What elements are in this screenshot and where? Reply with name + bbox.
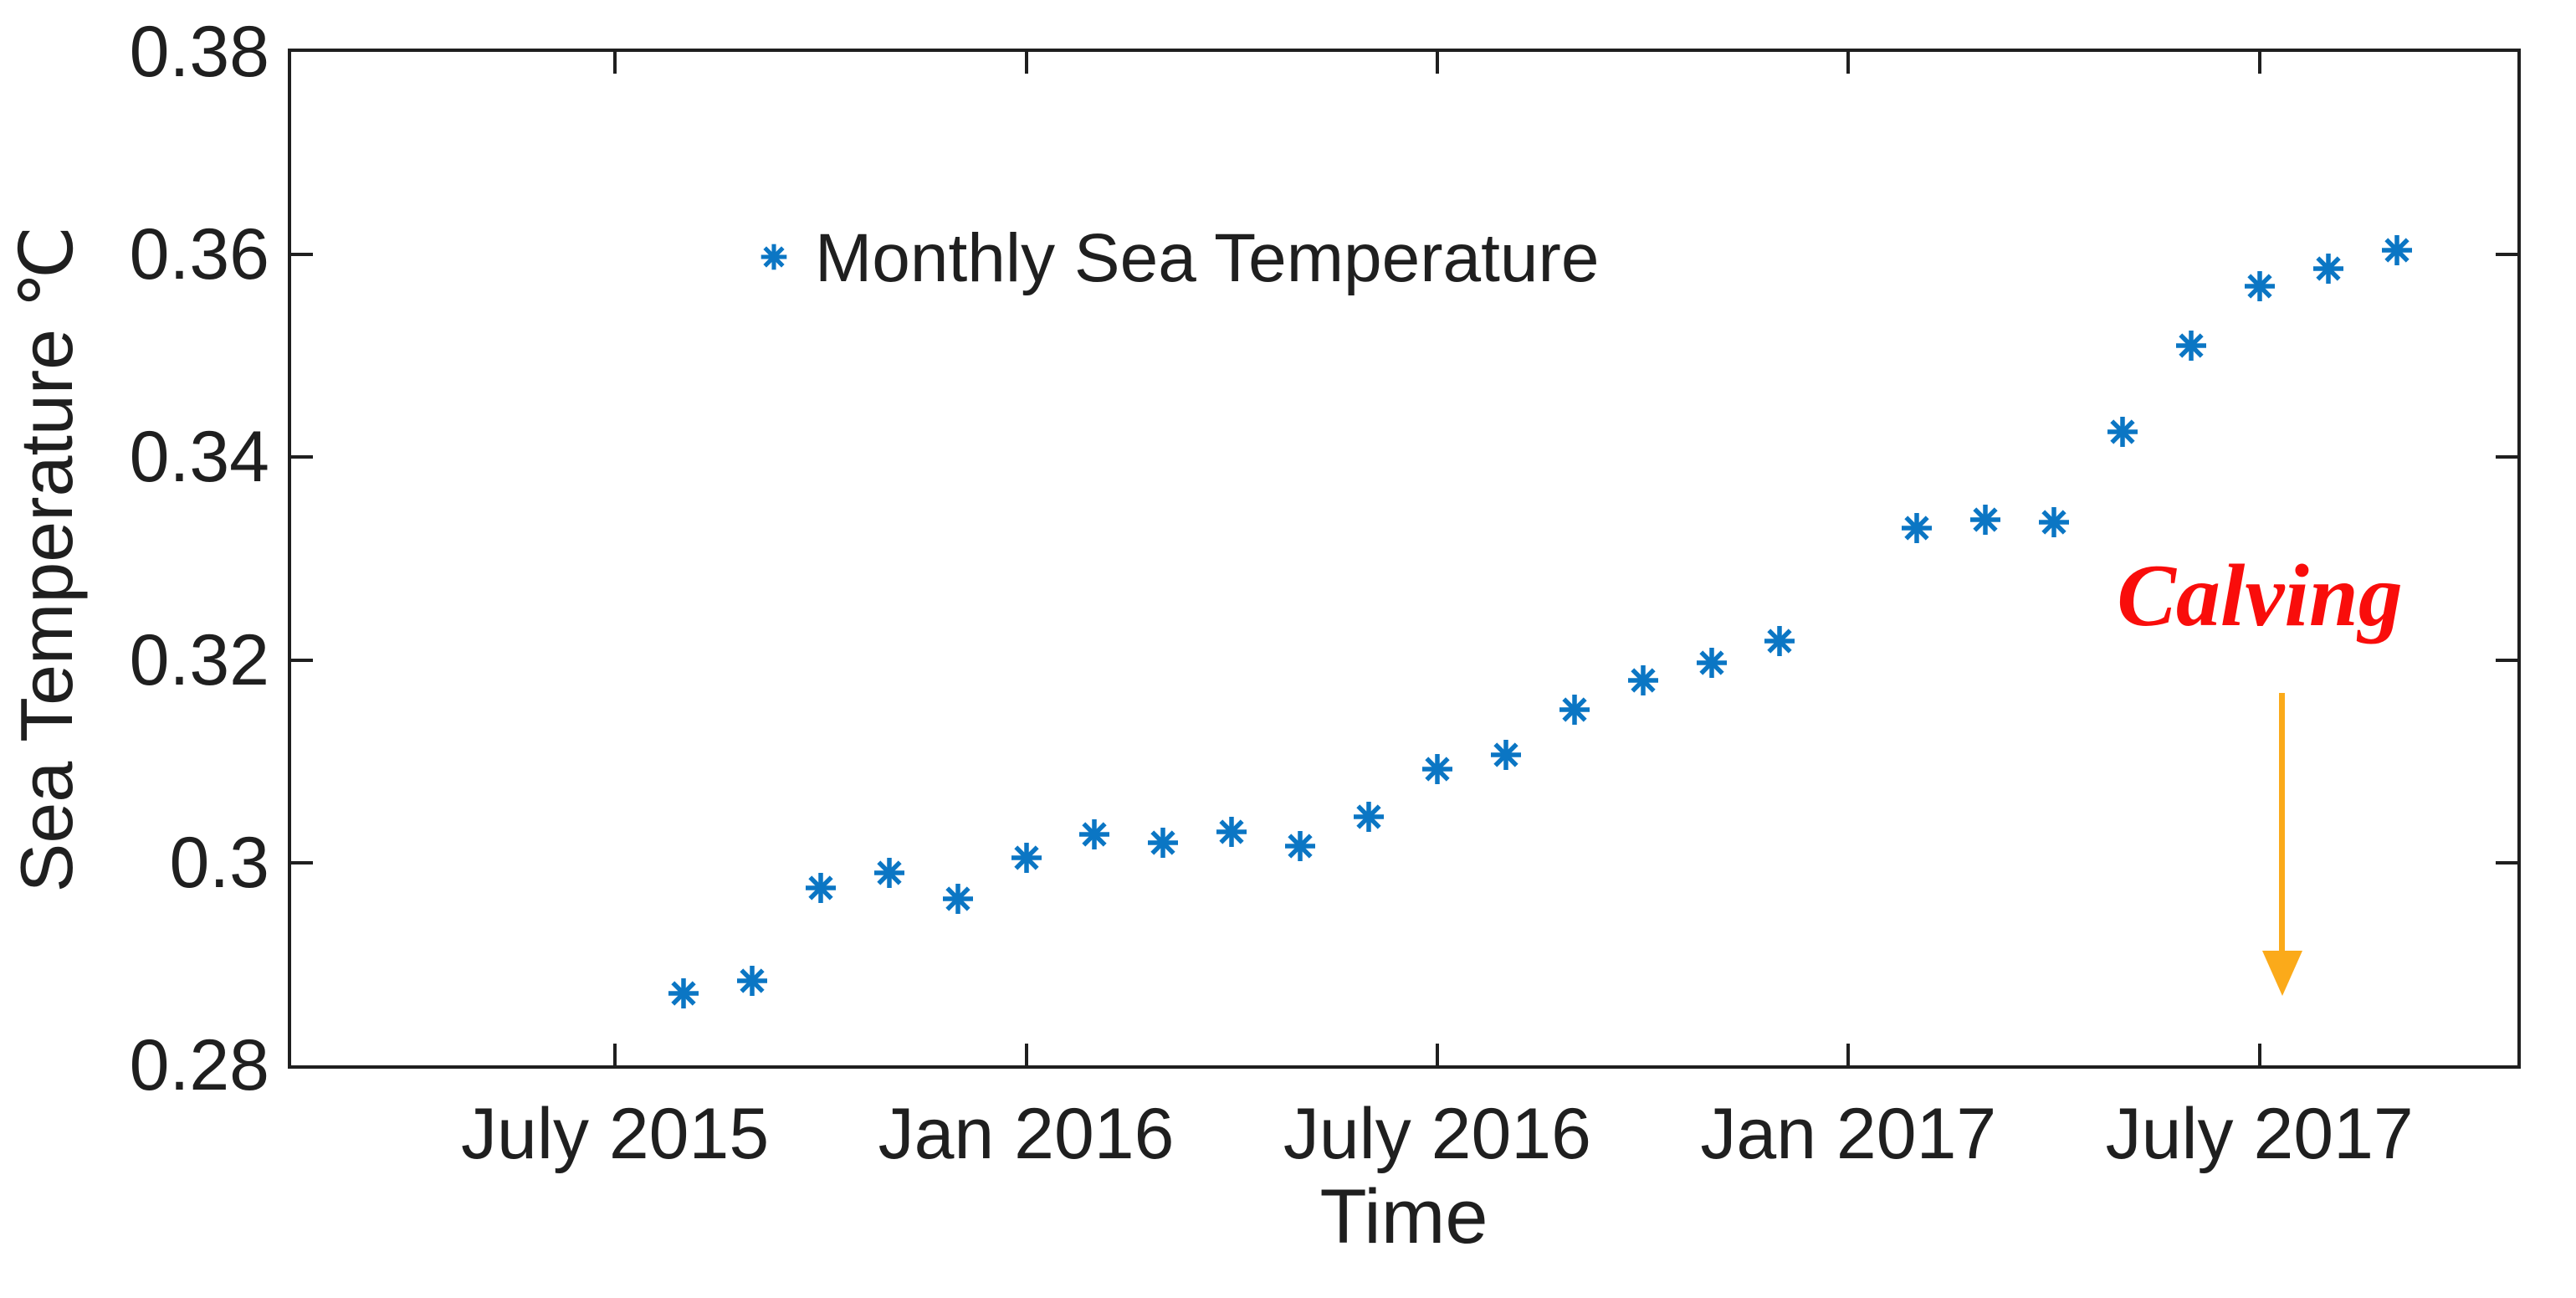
x-tick-label: July 2016	[1283, 1094, 1591, 1174]
data-point	[804, 871, 837, 905]
data-point	[2037, 505, 2071, 539]
y-tick-label: 0.38	[129, 12, 269, 92]
x-tick	[613, 52, 617, 74]
data-point	[1215, 815, 1248, 849]
y-tick	[2496, 253, 2517, 257]
data-point	[1283, 829, 1317, 863]
data-point	[667, 977, 700, 1010]
data-point	[1421, 752, 1454, 786]
annotation-arrow-shaft	[2279, 693, 2285, 952]
x-tick	[1024, 1044, 1028, 1065]
x-axis-label: Time	[1319, 1174, 1488, 1260]
x-tick-label: Jan 2017	[1700, 1094, 1997, 1174]
y-tick-label: 0.34	[129, 417, 269, 498]
data-point	[2380, 233, 2414, 267]
data-point	[1489, 738, 1523, 772]
y-tick	[291, 658, 313, 662]
legend: Monthly Sea Temperature	[760, 224, 1599, 293]
data-point	[1969, 503, 2002, 536]
data-point	[1626, 664, 1660, 697]
data-point	[1558, 693, 1591, 726]
y-tick-label: 0.28	[129, 1025, 269, 1106]
data-point	[873, 856, 906, 890]
data-point	[1078, 818, 1111, 851]
x-tick	[2257, 52, 2261, 74]
y-tick	[2496, 860, 2517, 864]
data-point	[1146, 826, 1180, 859]
x-tick	[2257, 1044, 2261, 1065]
x-tick	[1435, 1044, 1439, 1065]
annotation-calving: Calving	[2117, 546, 2403, 644]
y-tick	[291, 455, 313, 459]
x-tick	[1024, 52, 1028, 74]
y-tick-label: 0.3	[169, 822, 269, 903]
y-tick	[291, 860, 313, 864]
data-point	[2174, 329, 2208, 362]
x-tick	[1846, 52, 1851, 74]
y-tick-label: 0.36	[129, 214, 269, 295]
x-tick	[1846, 1044, 1851, 1065]
annotation-arrow-head-icon	[2262, 951, 2302, 996]
data-point	[2243, 269, 2276, 303]
x-tick-label: Jan 2016	[878, 1094, 1175, 1174]
legend-label: Monthly Sea Temperature	[815, 220, 1600, 296]
x-tick	[613, 1044, 617, 1065]
x-tick-label: July 2017	[2105, 1094, 2414, 1174]
y-tick-label: 0.32	[129, 619, 269, 700]
x-tick-label: July 2015	[461, 1094, 770, 1174]
data-point	[2106, 415, 2139, 449]
data-point	[1763, 624, 1796, 658]
asterisk-marker-icon	[760, 243, 788, 275]
data-point	[1010, 841, 1043, 875]
plot-area: Monthly Sea Temperature	[288, 49, 2521, 1069]
data-point	[1695, 646, 1728, 680]
y-tick	[291, 253, 313, 257]
data-point	[1352, 800, 1385, 834]
y-tick	[2496, 658, 2517, 662]
data-point	[2312, 252, 2345, 285]
data-point	[735, 964, 769, 998]
y-tick	[2496, 455, 2517, 459]
data-point	[1900, 511, 1933, 545]
x-tick	[1435, 52, 1439, 74]
data-point	[941, 882, 975, 916]
y-axis-label: Sea Temperature ℃	[5, 225, 88, 893]
